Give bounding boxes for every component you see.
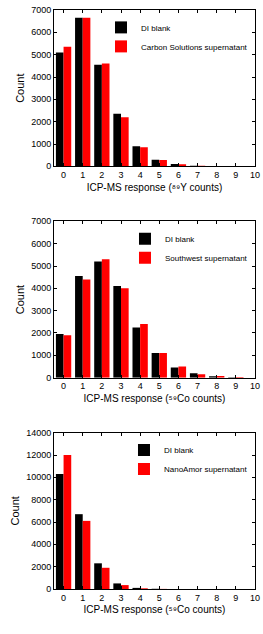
svg-text:Count: Count xyxy=(9,496,21,525)
svg-text:8: 8 xyxy=(214,381,219,391)
svg-text:1: 1 xyxy=(80,170,85,180)
svg-text:7: 7 xyxy=(195,170,200,180)
svg-text:0: 0 xyxy=(61,170,66,180)
svg-text:5: 5 xyxy=(157,593,162,603)
svg-text:NanoAmor supernatant: NanoAmor supernatant xyxy=(164,465,247,474)
svg-text:14000: 14000 xyxy=(26,428,51,438)
svg-text:1000: 1000 xyxy=(31,350,51,360)
svg-text:Southwest supernatant: Southwest supernatant xyxy=(165,254,248,263)
svg-text:7000: 7000 xyxy=(31,5,51,15)
svg-text:8: 8 xyxy=(214,170,219,180)
svg-text:4000: 4000 xyxy=(31,283,51,293)
svg-text:6: 6 xyxy=(176,170,181,180)
svg-text:2: 2 xyxy=(99,381,104,391)
svg-text:2000: 2000 xyxy=(31,328,51,338)
svg-text:6000: 6000 xyxy=(31,517,51,527)
svg-text:3000: 3000 xyxy=(31,94,51,104)
svg-text:5: 5 xyxy=(157,170,162,180)
svg-text:1: 1 xyxy=(80,593,85,603)
svg-text:6: 6 xyxy=(176,593,181,603)
svg-text:2000: 2000 xyxy=(31,117,51,127)
svg-text:ICP-MS response (⁵⁹Co counts): ICP-MS response (⁵⁹Co counts) xyxy=(84,393,226,404)
svg-text:4: 4 xyxy=(138,593,143,603)
svg-text:DI blank: DI blank xyxy=(141,24,171,33)
svg-text:7: 7 xyxy=(195,593,200,603)
svg-text:ICP-MS response (⁵⁹Co counts): ICP-MS response (⁵⁹Co counts) xyxy=(84,604,226,615)
svg-text:4000: 4000 xyxy=(31,539,51,549)
svg-text:ICP-MS response (⁸⁹Y counts): ICP-MS response (⁸⁹Y counts) xyxy=(87,182,223,193)
svg-text:DI blank: DI blank xyxy=(164,446,194,455)
svg-text:0: 0 xyxy=(61,593,66,603)
svg-text:6000: 6000 xyxy=(31,239,51,249)
svg-text:5000: 5000 xyxy=(31,261,51,271)
svg-text:9: 9 xyxy=(233,381,238,391)
svg-text:7: 7 xyxy=(195,381,200,391)
svg-text:2: 2 xyxy=(99,593,104,603)
svg-text:0: 0 xyxy=(46,584,51,594)
svg-text:8: 8 xyxy=(214,593,219,603)
svg-text:6: 6 xyxy=(176,381,181,391)
svg-text:2000: 2000 xyxy=(31,562,51,572)
svg-text:10: 10 xyxy=(250,381,260,391)
svg-text:4: 4 xyxy=(138,170,143,180)
svg-text:3000: 3000 xyxy=(31,306,51,316)
svg-text:3: 3 xyxy=(118,170,123,180)
svg-text:3: 3 xyxy=(118,381,123,391)
svg-text:Count: Count xyxy=(14,285,26,314)
svg-text:1000: 1000 xyxy=(31,139,51,149)
svg-text:10000: 10000 xyxy=(26,472,51,482)
svg-text:3: 3 xyxy=(118,593,123,603)
svg-text:10: 10 xyxy=(250,593,260,603)
svg-text:7000: 7000 xyxy=(31,216,51,226)
svg-text:5000: 5000 xyxy=(31,50,51,60)
svg-text:10: 10 xyxy=(250,170,260,180)
svg-text:Carbon Solutions supernatant: Carbon Solutions supernatant xyxy=(141,43,248,52)
svg-text:8000: 8000 xyxy=(31,495,51,505)
svg-text:1: 1 xyxy=(80,381,85,391)
svg-text:4000: 4000 xyxy=(31,72,51,82)
svg-text:4: 4 xyxy=(138,381,143,391)
svg-text:Count: Count xyxy=(14,73,26,102)
svg-text:0: 0 xyxy=(46,161,51,171)
svg-text:9: 9 xyxy=(233,593,238,603)
svg-text:0: 0 xyxy=(46,373,51,383)
svg-text:9: 9 xyxy=(233,170,238,180)
svg-text:6000: 6000 xyxy=(31,27,51,37)
svg-text:0: 0 xyxy=(61,381,66,391)
svg-text:5: 5 xyxy=(157,381,162,391)
svg-text:2: 2 xyxy=(99,170,104,180)
svg-text:12000: 12000 xyxy=(26,450,51,460)
svg-text:DI blank: DI blank xyxy=(165,235,195,244)
